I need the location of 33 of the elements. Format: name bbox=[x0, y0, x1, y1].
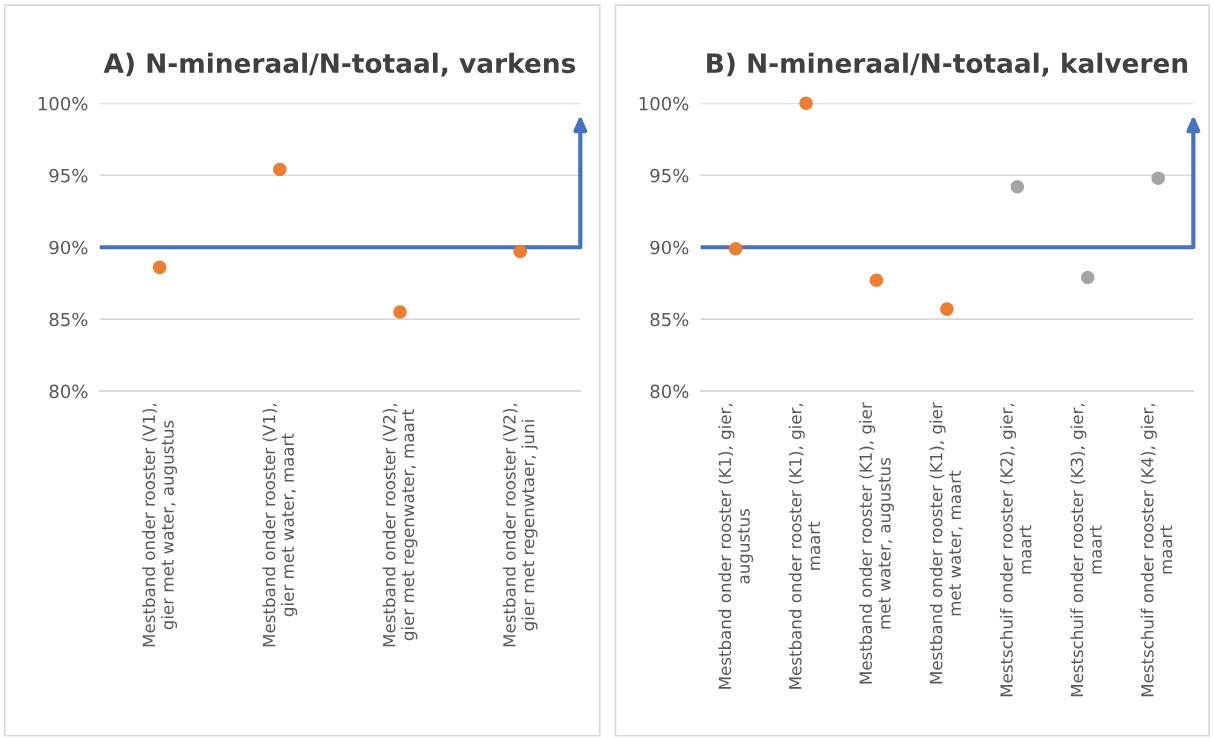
point bbox=[1151, 171, 1165, 185]
x-tick-label: Mestband onder rooster (V2), gier met regenwtaer, juni bbox=[502, 403, 538, 647]
x-tick-label: Mestschuif onder rooster (K3), gier, maart bbox=[1070, 403, 1102, 697]
x-tick-label: Mestband onder rooster (K1), gier, maart bbox=[788, 403, 821, 689]
y-tick-label: 85% bbox=[49, 312, 88, 327]
point bbox=[1080, 270, 1095, 285]
x-tick-label: Mestband onder rooster (K1), gier met water, maart bbox=[929, 402, 963, 684]
y-tick-label: 90% bbox=[650, 240, 689, 255]
x-tick-label: Mestschuif onder rooster (K4), gier, maart bbox=[1140, 403, 1173, 697]
chart-title: A) N-mineraal/N-totaal, varkens bbox=[103, 52, 576, 77]
y-tick-label: 95% bbox=[650, 168, 689, 183]
point bbox=[799, 96, 813, 111]
point bbox=[940, 302, 954, 316]
point bbox=[869, 273, 884, 288]
point bbox=[1010, 180, 1025, 194]
y-tick-label: 80% bbox=[49, 384, 88, 399]
chart-title: B) N-mineraal/N-totaal, kalveren bbox=[707, 52, 1188, 77]
x-tick-label: Mestband onder rooster (V1), gier met water, maart bbox=[262, 403, 298, 647]
point bbox=[728, 241, 743, 256]
y-tick-label: 90% bbox=[49, 240, 88, 255]
x-tick-label: Mestschuif onder rooster (K2), gier, maart bbox=[999, 403, 1032, 697]
point bbox=[152, 260, 167, 275]
point bbox=[273, 162, 287, 177]
y-tick-label: 85% bbox=[650, 312, 689, 327]
y-tick-label: 100% bbox=[38, 96, 88, 111]
x-tick-label: Mestband onder rooster (V2), gier met regenwater, maart bbox=[382, 403, 418, 647]
point bbox=[513, 244, 527, 259]
y-tick-label: 100% bbox=[639, 96, 689, 111]
y-tick-label: 95% bbox=[49, 168, 88, 183]
point bbox=[393, 305, 407, 319]
y-tick-label: 80% bbox=[650, 384, 689, 399]
x-tick-label: Mestband onder rooster (V1), gier met water, augustus bbox=[142, 403, 178, 647]
x-tick-label: Mestband onder rooster (K1), gier, augustus bbox=[718, 403, 754, 689]
